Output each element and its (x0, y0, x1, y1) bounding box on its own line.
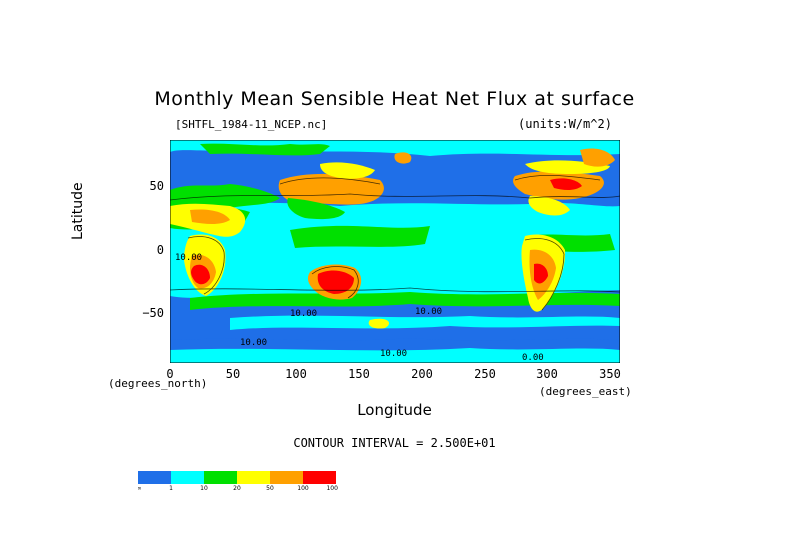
legend-swatch (204, 471, 237, 484)
legend-label: 50 (266, 485, 274, 491)
file-label: [SHTFL_1984-11_NCEP.nc] (175, 118, 328, 131)
legend-swatch (138, 471, 171, 484)
x-tick-label: 200 (411, 367, 433, 381)
legend-swatch (237, 471, 270, 484)
contour-label: 10.00 (175, 253, 202, 263)
legend-label: 1 (169, 485, 173, 491)
units-label: (units:W/m^2) (518, 117, 612, 131)
contour-label: 0.00 (522, 353, 544, 363)
x-tick-label: 300 (536, 367, 558, 381)
x-tick-label: 350 (599, 367, 621, 381)
southern-green-streak (190, 292, 620, 310)
greenland-orange (580, 148, 615, 167)
chart-title: Monthly Mean Sensible Heat Net Flux at s… (154, 88, 635, 110)
y-axis-label: Latitude (70, 182, 86, 240)
x-tick-label: 50 (225, 367, 241, 381)
bering-patch (394, 152, 412, 164)
south-asia-green (287, 198, 345, 220)
australia-red (317, 270, 354, 294)
contour-label: 10.00 (415, 307, 442, 317)
southern-cyan-streak (230, 315, 620, 330)
arctic-band (170, 140, 620, 156)
legend-swatch (270, 471, 303, 484)
x-axis-label: Longitude (357, 401, 432, 419)
flux-map: 10.00 10.00 10.00 10.00 10.00 0.00 (170, 140, 620, 363)
x-tick-label: 100 (285, 367, 307, 381)
legend-label: 100 (297, 485, 309, 491)
y-tick-label: 0 (156, 243, 164, 257)
legend-swatch (171, 471, 204, 484)
contour-label: 10.00 (290, 309, 317, 319)
y-tick-label: 50 (149, 179, 164, 193)
southern-yellow-patch (368, 318, 390, 329)
y-tick-label: −50 (142, 306, 164, 320)
x-axis-units-note: (degrees_east) (539, 385, 632, 398)
contour-label: 10.00 (380, 349, 407, 359)
mexico-yellow (528, 196, 570, 216)
tropical-cyan-belt (170, 202, 620, 300)
south-america-red (534, 263, 548, 284)
europe-green (170, 184, 280, 210)
color-legend: -∞ 1 10 20 50 100 10000 (138, 471, 338, 491)
y-axis-units-note: (degrees_north) (108, 377, 208, 390)
legend-swatch (303, 471, 336, 484)
arctic-green (200, 143, 330, 156)
legend-label: 10000 (326, 485, 338, 491)
north-america-red (550, 178, 582, 190)
contour-interval-text: CONTOUR INTERVAL = 2.500E+01 (293, 436, 496, 450)
antarctic-cyan (170, 348, 620, 363)
pacific-green-band (290, 225, 430, 248)
legend-label: 10 (200, 485, 208, 491)
x-tick-label: 0 (166, 367, 174, 381)
asia-orange (278, 173, 384, 205)
siberia-yellow (320, 162, 375, 179)
x-tick-label: 250 (474, 367, 496, 381)
x-tick-label: 150 (348, 367, 370, 381)
south-africa-red (191, 264, 210, 285)
legend-label: 20 (233, 485, 241, 491)
legend-label: -∞ (138, 485, 142, 491)
sahara-orange (190, 209, 230, 224)
contour-label: 10.00 (240, 338, 267, 348)
